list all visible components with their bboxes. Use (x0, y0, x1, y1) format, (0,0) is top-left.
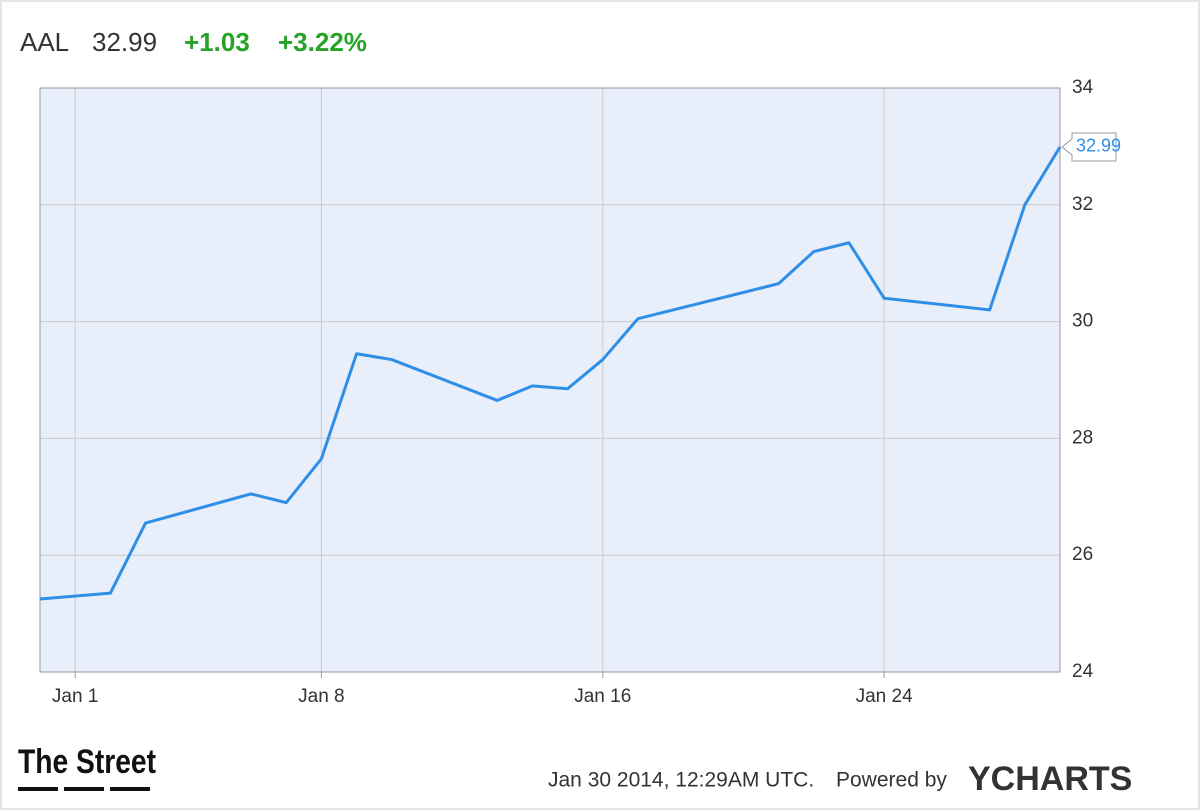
price: 32.99 (92, 27, 157, 57)
y-tick-label: 28 (1072, 427, 1093, 448)
last-value-box (1061, 132, 1117, 162)
brand: YCHARTS (968, 760, 1132, 798)
y-tick-label: 24 (1072, 661, 1094, 682)
price-line (39, 146, 1062, 601)
plot-area (40, 88, 1060, 672)
change-pct: +3.22% (278, 27, 367, 57)
source-logo: The Street (18, 743, 156, 781)
x-tick-label: Jan 8 (298, 686, 344, 707)
plot-border (39, 87, 1061, 673)
y-tick-label: 26 (1072, 544, 1093, 565)
change: +1.03 (184, 27, 250, 57)
last-value-label: 32.99 (1076, 136, 1121, 156)
y-tick-label: 32 (1072, 194, 1093, 215)
y-tick-label: 30 (1072, 311, 1093, 332)
x-tick-label: Jan 16 (574, 686, 631, 707)
y-tick-label: 34 (1072, 77, 1094, 98)
powered-by: Powered by (836, 769, 947, 792)
timestamp: Jan 30 2014, 12:29AM UTC. (548, 769, 814, 792)
x-tick-label: Jan 1 (52, 686, 98, 707)
x-tick-label: Jan 24 (856, 686, 913, 707)
symbol: AAL (20, 27, 69, 57)
